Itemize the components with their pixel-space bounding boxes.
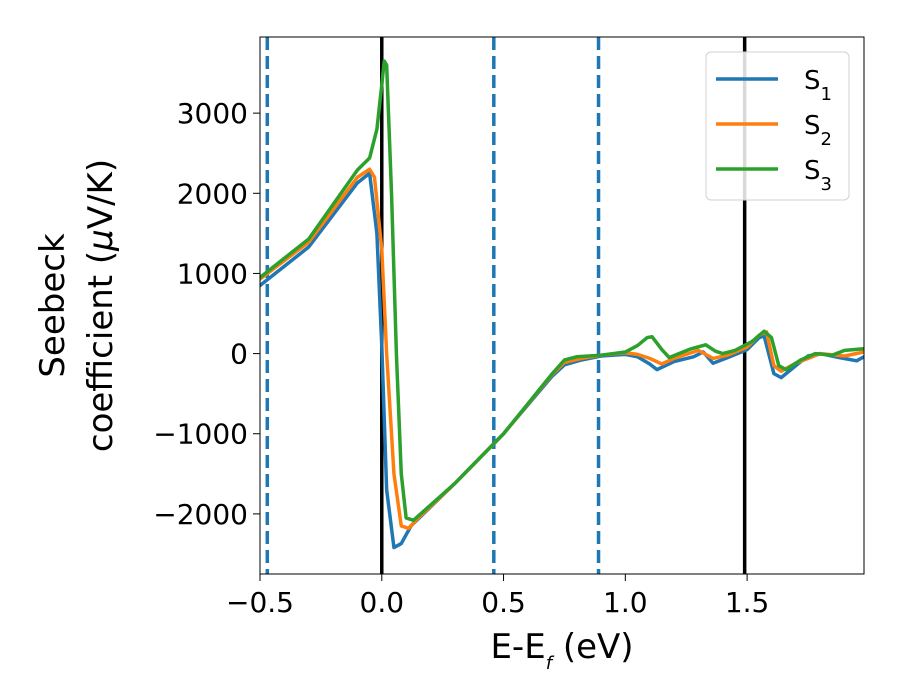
x-axis-title: E-Ef (eV) [490,627,633,674]
y-axis-ticks: −2000 −1000 0 1000 2000 3000 [153,97,260,531]
legend-box [705,51,850,201]
legend-label-s1: S1 [804,66,832,105]
y-tick-label: −2000 [153,498,248,531]
legend-label-s2: S2 [804,111,832,150]
y-tick-label: 2000 [177,177,248,210]
legend: S1 S2 S3 [705,51,850,201]
x-axis-ticks: −0.5 0.0 0.5 1.0 1.5 [226,574,769,619]
x-tick-label: −0.5 [226,586,294,619]
legend-label-s3: S3 [804,156,832,195]
vertical-reference-lines [265,37,747,574]
y-tick-label: −1000 [153,418,248,451]
y-tick-label: 3000 [177,97,248,130]
plot-frame [259,36,865,575]
y-axis-title-line-1: Seebeck [33,233,73,378]
y-tick-label: 0 [230,338,248,371]
x-tick-label: 1.0 [603,586,648,619]
y-axis-title-line-2: coefficient (μV/K) [81,159,121,452]
series-line-s3 [260,59,864,523]
series-layer [260,59,864,550]
series-line-s1 [260,171,864,550]
y-tick-label: 1000 [177,257,248,290]
x-tick-label: 1.5 [725,586,770,619]
x-tick-label: 0.5 [481,586,526,619]
x-tick-label: 0.0 [360,586,405,619]
